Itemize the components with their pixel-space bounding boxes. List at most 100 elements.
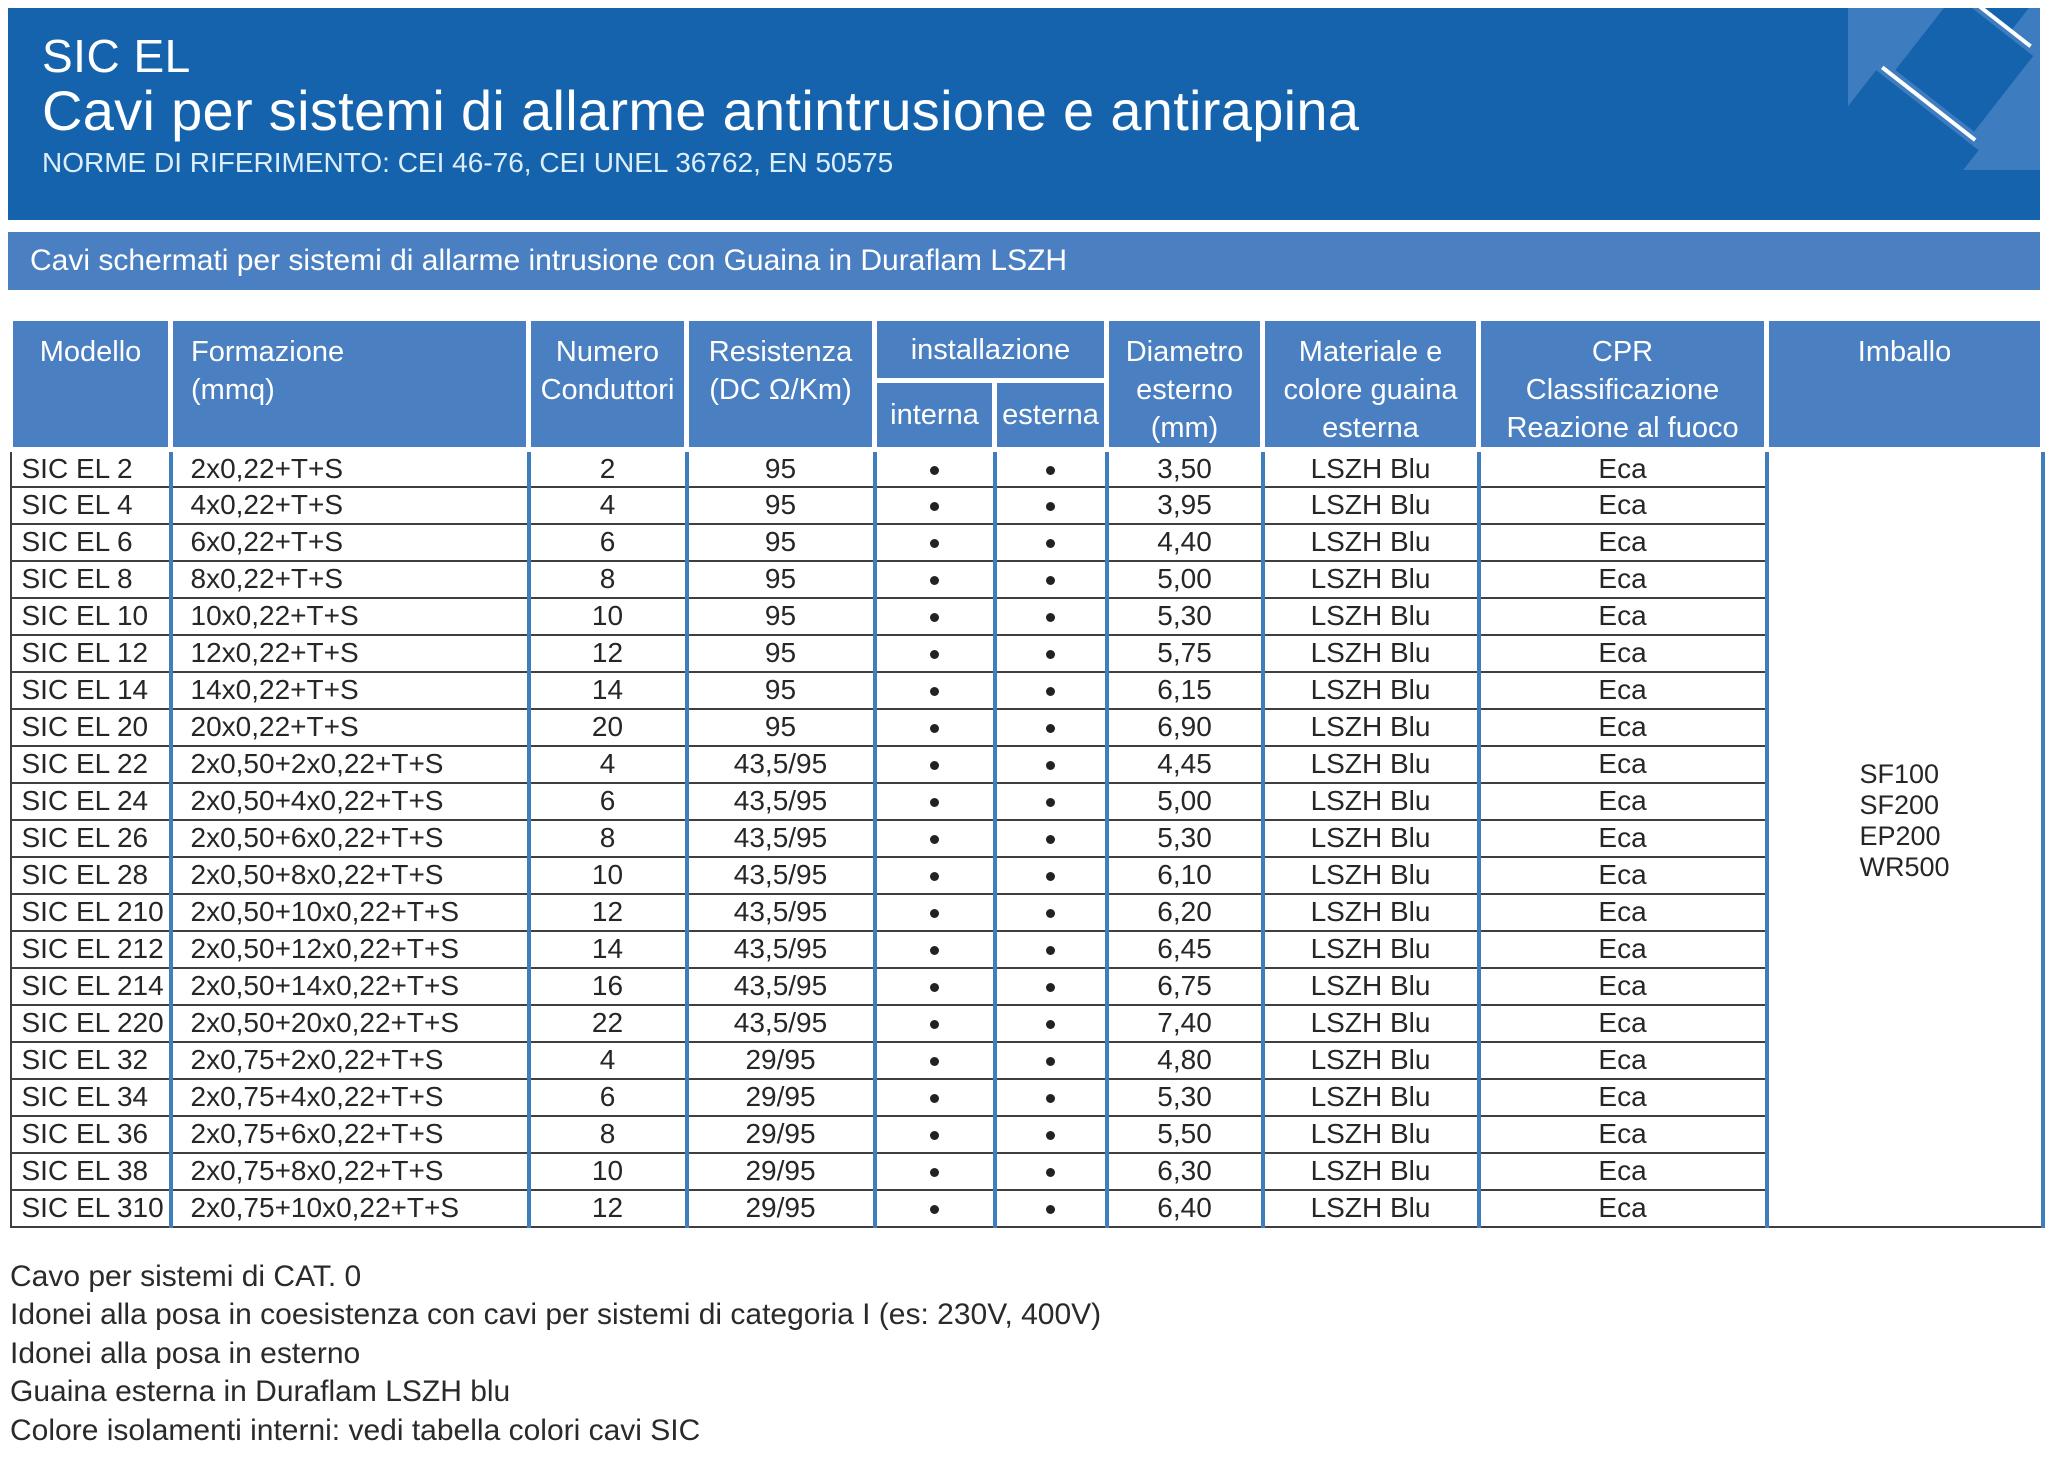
model-cell: SIC EL 10 — [9, 597, 173, 636]
cpr-cell: Eca — [1478, 1115, 1769, 1154]
conductors-cell: 4 — [528, 1041, 689, 1080]
installation-interna-cell — [874, 1115, 997, 1154]
resistance-cell: 43,5/95 — [686, 930, 877, 969]
sheath-cell: LSZH Blu — [1262, 1041, 1481, 1080]
resistance-cell: 95 — [686, 560, 877, 599]
table-row: SIC EL 214 2x0,50+14x0,22+T+S 16 43,5/95 6,7… — [9, 967, 2043, 1006]
table-row: SIC EL 6 6x0,22+T+S 6 95 4,40 LSZH Blu Eca — [9, 523, 2043, 562]
cpr-cell: Eca — [1478, 597, 1769, 636]
conductors-cell: 8 — [528, 560, 689, 599]
diameter-cell: 6,10 — [1106, 856, 1265, 895]
installation-interna-cell — [874, 634, 997, 673]
installation-esterna-cell — [994, 1041, 1109, 1080]
cpr-cell: Eca — [1478, 782, 1769, 821]
resistance-cell: 43,5/95 — [686, 1004, 877, 1043]
installation-interna-cell — [874, 782, 997, 821]
installation-dot — [930, 687, 939, 697]
installation-dot — [930, 1020, 939, 1030]
model-cell: SIC EL 22 — [9, 745, 173, 784]
diameter-cell: 6,90 — [1106, 708, 1265, 747]
sheath-cell: LSZH Blu — [1262, 671, 1481, 710]
product-banner: Cavi schermati per sistemi di allarme in… — [8, 232, 2040, 290]
diameter-cell: 3,50 — [1106, 449, 1265, 488]
model-cell: SIC EL 6 — [9, 523, 173, 562]
formation-cell: 14x0,22+T+S — [170, 671, 531, 710]
installation-dot — [1046, 1020, 1055, 1030]
installation-dot — [1046, 835, 1055, 845]
conductors-cell: 6 — [528, 523, 689, 562]
sheath-cell: LSZH Blu — [1262, 967, 1481, 1006]
diameter-cell: 5,30 — [1106, 1078, 1265, 1117]
conductors-cell: 16 — [528, 967, 689, 1006]
installation-dot — [1046, 761, 1055, 771]
installation-dot — [930, 650, 939, 660]
diameter-cell: 6,20 — [1106, 893, 1265, 932]
table-row: SIC EL 36 2x0,75+6x0,22+T+S 8 29/95 5,50 LSZH… — [9, 1115, 2043, 1154]
cpr-cell: Eca — [1478, 1152, 1769, 1191]
cpr-cell: Eca — [1478, 523, 1769, 562]
formation-cell: 10x0,22+T+S — [170, 597, 531, 636]
diameter-cell: 7,40 — [1106, 1004, 1265, 1043]
cpr-cell: Eca — [1478, 1189, 1769, 1228]
formation-cell: 2x0,75+2x0,22+T+S — [170, 1041, 531, 1080]
cable-table-body: SIC EL 2 2x0,22+T+S 2 95 3,50 LSZH Blu Eca SF10… — [9, 449, 2045, 1228]
model-cell: SIC EL 38 — [9, 1152, 173, 1191]
model-cell: SIC EL 212 — [9, 930, 173, 969]
table-row: SIC EL 24 2x0,50+4x0,22+T+S 6 43,5/95 5,00 LS… — [9, 782, 2043, 821]
table-header: Modello Formazione (mmq) Numero Condutto… — [8, 315, 2046, 452]
conductors-cell: 14 — [528, 671, 689, 710]
installation-interna-cell — [874, 1004, 997, 1043]
resistance-cell: 43,5/95 — [686, 819, 877, 858]
table-row: SIC EL 212 2x0,50+12x0,22+T+S 14 43,5/95 6,4… — [9, 930, 2043, 969]
cpr-cell: Eca — [1478, 930, 1769, 969]
conductors-cell: 2 — [528, 449, 689, 488]
resistance-cell: 95 — [686, 449, 877, 488]
conductors-cell: 10 — [528, 597, 689, 636]
table-row: SIC EL 26 2x0,50+6x0,22+T+S 8 43,5/95 5,30 LS… — [9, 819, 2043, 858]
col-header-installazione: installazione — [871, 315, 1110, 384]
cpr-cell: Eca — [1478, 745, 1769, 784]
formation-cell: 12x0,22+T+S — [170, 634, 531, 673]
installation-esterna-cell — [994, 930, 1109, 969]
col-header-modello: Modello — [8, 316, 173, 452]
table-row: SIC EL 28 2x0,50+8x0,22+T+S 10 43,5/95 6,10 L… — [9, 856, 2043, 895]
installation-esterna-cell — [994, 671, 1109, 710]
diameter-cell: 3,95 — [1106, 486, 1265, 525]
cpr-cell: Eca — [1478, 1004, 1769, 1043]
installation-esterna-cell — [994, 708, 1109, 747]
sheath-cell: LSZH Blu — [1262, 560, 1481, 599]
model-cell: SIC EL 4 — [9, 486, 173, 525]
installation-interna-cell — [874, 449, 997, 488]
sheath-cell: LSZH Blu — [1262, 523, 1481, 562]
formation-cell: 2x0,50+6x0,22+T+S — [170, 819, 531, 858]
formation-cell: 2x0,50+10x0,22+T+S — [170, 893, 531, 932]
col-header-esterna: esterna — [991, 378, 1110, 452]
installation-esterna-cell — [994, 819, 1109, 858]
installation-dot — [1046, 1094, 1055, 1104]
table-row: SIC EL 34 2x0,75+4x0,22+T+S 6 29/95 5,30 LSZH… — [9, 1078, 2043, 1117]
installation-dot — [930, 1168, 939, 1178]
installation-dot — [1046, 909, 1055, 919]
model-cell: SIC EL 2 — [9, 449, 173, 488]
installation-interna-cell — [874, 1078, 997, 1117]
cable-corner-graphic — [1848, 8, 2040, 170]
packaging-options: SF100 SF200 EP200 WR500 — [1859, 758, 1950, 882]
sheath-cell: LSZH Blu — [1262, 1152, 1481, 1191]
brand-title: SIC EL — [42, 30, 191, 82]
diameter-cell: 5,00 — [1106, 782, 1265, 821]
note-line: Idonei alla posa in coesistenza con cavi… — [10, 1298, 1102, 1331]
installation-dot — [930, 539, 939, 549]
formation-cell: 6x0,22+T+S — [170, 523, 531, 562]
sheath-cell: LSZH Blu — [1262, 745, 1481, 784]
installation-dot — [930, 909, 939, 919]
col-header-cpr: CPR Classificazione Reazione al fuoco — [1476, 316, 1770, 452]
conductors-cell: 6 — [528, 1078, 689, 1117]
resistance-cell: 95 — [686, 708, 877, 747]
resistance-cell: 43,5/95 — [686, 893, 877, 932]
model-cell: SIC EL 32 — [9, 1041, 173, 1080]
resistance-cell: 29/95 — [686, 1078, 877, 1117]
formation-cell: 2x0,75+8x0,22+T+S — [170, 1152, 531, 1191]
model-cell: SIC EL 20 — [9, 708, 173, 747]
installation-dot — [1046, 539, 1055, 549]
model-cell: SIC EL 28 — [9, 856, 173, 895]
